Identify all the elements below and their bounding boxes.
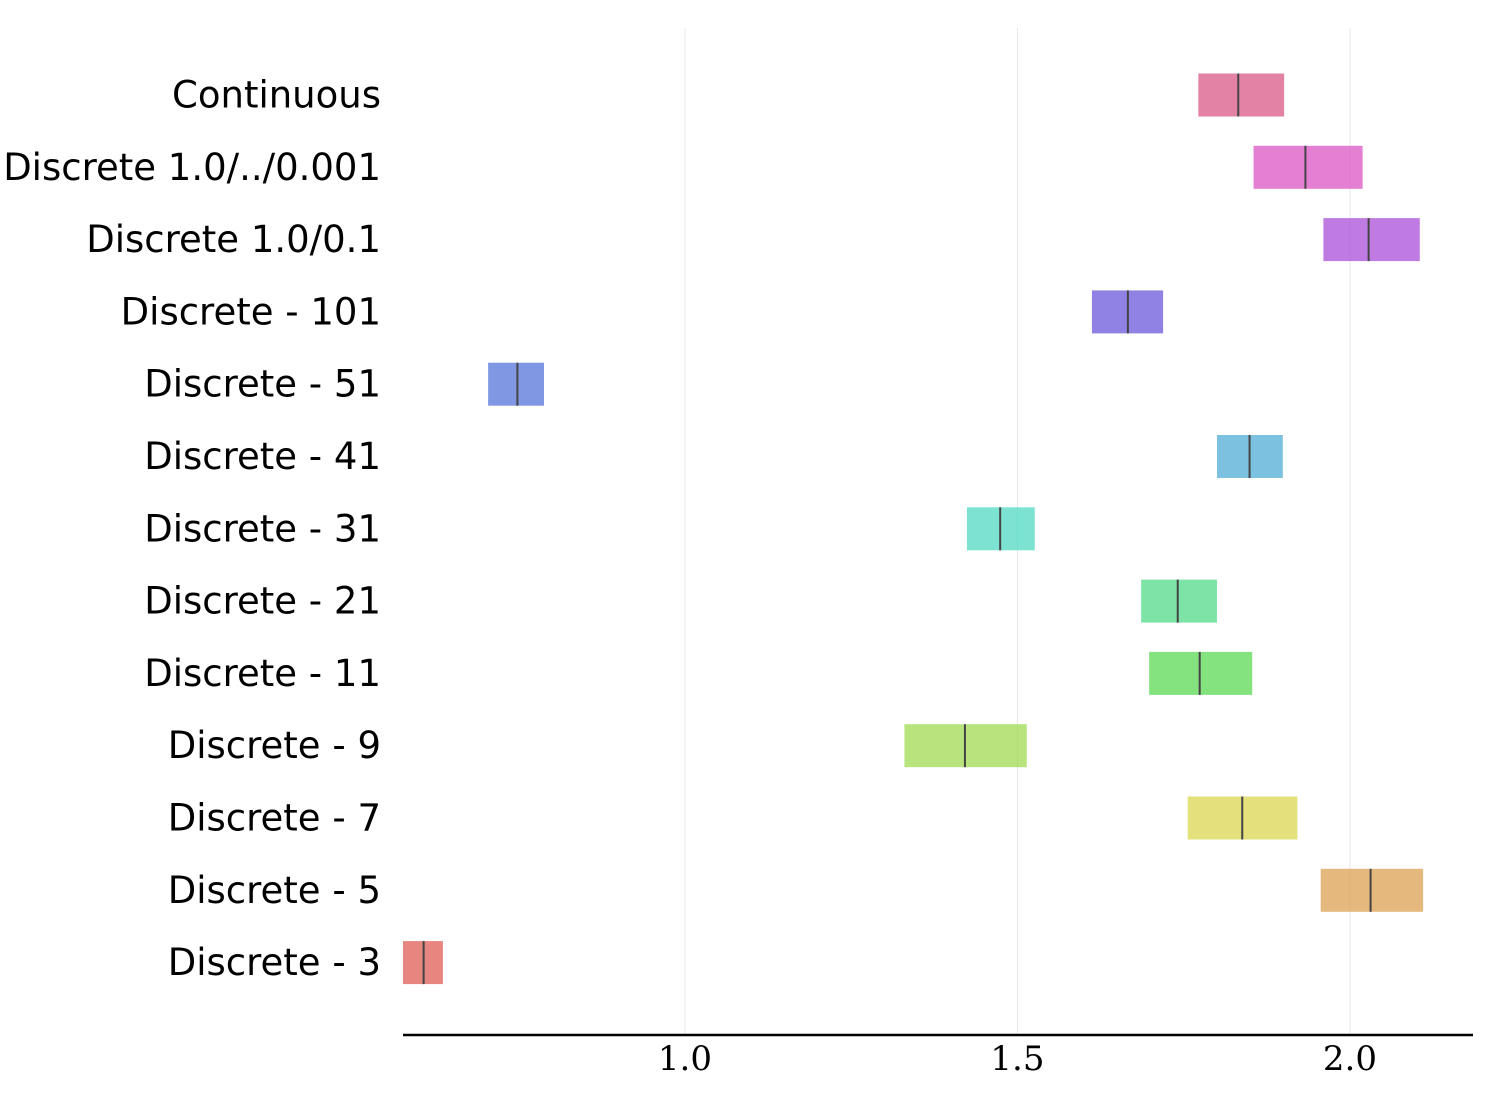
box-11 [1320, 868, 1424, 912]
box-4 [488, 362, 544, 406]
category-label-11: Discrete - 5 [168, 869, 381, 912]
x-tick-labels: 1.0 1.5 2.0 [658, 1039, 1377, 1079]
category-label-6: Discrete - 31 [144, 507, 381, 550]
category-label-1: Discrete 1.0/../0.001 [3, 146, 381, 189]
box-layer [403, 73, 1424, 985]
x-tick-label-0: 1.0 [658, 1039, 712, 1079]
category-label-3: Discrete - 101 [121, 290, 381, 333]
category-label-7: Discrete - 21 [144, 580, 381, 623]
category-labels: Continuous Discrete 1.0/../0.001 Discrete … [3, 74, 381, 985]
category-label-10: Discrete - 7 [168, 797, 381, 840]
box-1 [1253, 145, 1363, 189]
box-0 [1198, 73, 1285, 117]
box-7 [1141, 579, 1217, 623]
category-label-9: Discrete - 9 [168, 724, 381, 767]
box-2 [1323, 218, 1420, 262]
category-label-4: Discrete - 51 [144, 363, 381, 406]
category-label-8: Discrete - 11 [144, 652, 381, 695]
category-label-0: Continuous [172, 74, 381, 117]
x-tick-label-1: 1.5 [990, 1039, 1044, 1079]
category-label-12: Discrete - 3 [168, 941, 381, 984]
category-label-2: Discrete 1.0/0.1 [86, 218, 381, 261]
category-label-5: Discrete - 41 [144, 435, 381, 478]
x-tick-label-2: 2.0 [1323, 1039, 1377, 1079]
